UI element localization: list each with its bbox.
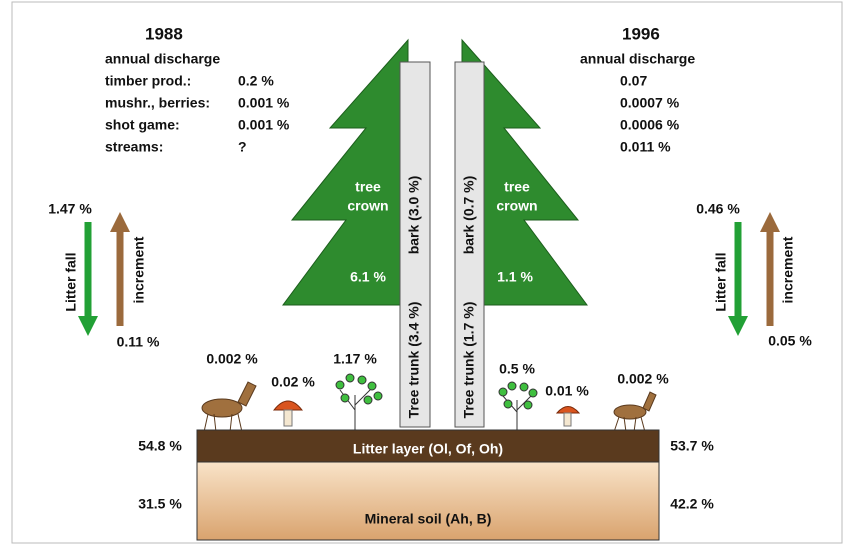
row-value: ? [238,139,247,155]
crown-pct: 6.1 % [350,269,386,285]
shrub [499,382,537,430]
deer-pct: 0.002 % [206,351,258,367]
deer [202,382,256,432]
litter-fall-label: Litter fall [713,252,729,311]
increment-pct: 0.05 % [768,333,812,349]
row-value: 0.0007 % [620,95,680,111]
crown-label: tree [355,179,381,195]
year: 1988 [145,24,183,43]
arrow-head [78,316,98,336]
row-label: shot game: [105,117,180,133]
mineral-soil-label: Mineral soil (Ah, B) [365,511,492,527]
diagram: 1988 annual discharge timber prod.: 0.2 … [0,0,845,547]
mushroom-pct: 0.01 % [545,383,589,399]
increment-label: increment [131,236,147,303]
shrub-pct: 1.17 % [333,351,377,367]
bark-label: bark (0.7 %) [461,176,477,255]
arrow-head [728,316,748,336]
row-label: streams: [105,139,163,155]
crown-label: crown [496,198,537,214]
mineral-soil [197,462,659,540]
increment-pct: 0.11 % [117,334,160,350]
arrow-head [760,212,780,232]
page: {"left": {"year": "1988", "discharge_tit… [0,0,845,547]
litter-layer-pct: 54.8 % [138,438,182,454]
litter-fall-pct: 1.47 % [48,201,92,217]
trunk-label: Tree trunk (1.7 %) [461,302,477,419]
crown-label: tree [504,179,530,195]
row-label: timber prod.: [105,73,191,89]
mushroom [274,401,302,426]
mushroom [557,407,579,427]
shrub [336,374,382,430]
bark-label: bark (3.0 %) [406,176,422,255]
trunk-label: Tree trunk (3.4 %) [406,302,422,419]
mushroom-pct: 0.02 % [271,374,315,390]
crown-pct: 1.1 % [497,269,533,285]
row-label: mushr., berries: [105,95,210,111]
deer-pct: 0.002 % [617,371,669,387]
mineral-soil-pct: 31.5 % [138,496,182,512]
arrow-head [110,212,130,232]
discharge-title: annual discharge [580,51,695,67]
litter-layer-pct: 53.7 % [670,438,714,454]
litter-fall-pct: 0.46 % [696,201,740,217]
litter-layer-label: Litter layer (Ol, Of, Oh) [353,441,503,457]
crown-left [283,40,408,305]
shrub-pct: 0.5 % [499,361,535,377]
crown-label: crown [347,198,388,214]
row-value: 0.07 [620,73,647,89]
row-value: 0.0006 % [620,117,680,133]
deer [614,392,656,432]
litter-fall-label: Litter fall [63,252,79,311]
row-value: 0.011 % [620,139,671,155]
year: 1996 [622,24,660,43]
discharge-title: annual discharge [105,51,220,67]
row-value: 0.2 % [238,73,274,89]
row-value: 0.001 % [238,95,290,111]
row-value: 0.001 % [238,117,290,133]
increment-label: increment [780,236,796,303]
mineral-soil-pct: 42.2 % [670,496,714,512]
